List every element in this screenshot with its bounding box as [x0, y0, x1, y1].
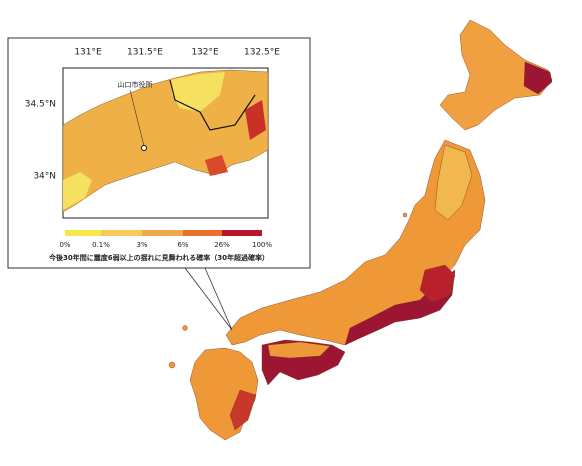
island	[182, 325, 188, 331]
shikoku-north	[267, 341, 331, 359]
lat-label: 34°N	[33, 172, 56, 182]
legend-swatch	[142, 230, 183, 236]
callout-line	[204, 267, 233, 331]
inset: 山口市役所 131°E 131.5°E 132°E 132.5°E 34.5°N…	[7, 37, 311, 269]
lon-label: 131°E	[74, 48, 102, 58]
inset-north	[170, 72, 225, 112]
legend-label: 100%	[252, 241, 272, 249]
kyushu-south	[229, 389, 257, 431]
kanto	[419, 264, 456, 303]
legend-swatch	[65, 230, 101, 236]
inset-hotspot	[245, 100, 266, 140]
marker-leader	[129, 89, 145, 147]
hokkaido	[439, 19, 553, 131]
legend-label: 26%	[214, 241, 230, 249]
inset-hotspot	[205, 155, 228, 176]
japan-map	[168, 19, 553, 441]
inset-boundary	[169, 79, 256, 131]
island	[168, 361, 176, 369]
island	[402, 212, 408, 218]
lon-label: 132.5°E	[244, 48, 280, 58]
marker-label: 山口市役所	[118, 80, 153, 89]
lon-label: 131.5°E	[127, 48, 163, 58]
callout-line	[184, 267, 233, 331]
legend-swatch	[101, 230, 142, 236]
hokkaido-east	[523, 61, 553, 95]
lat-label: 34.5°N	[25, 100, 56, 110]
legend: 0% 0.1% 3% 6% 26% 100%	[59, 230, 272, 249]
honshu	[225, 139, 486, 346]
lon-label: 132°E	[191, 48, 219, 58]
legend-label: 6%	[177, 241, 188, 249]
honshu-north	[434, 144, 473, 221]
legend-swatch	[183, 230, 222, 236]
inset-west	[63, 172, 92, 210]
caption: 今後30年間に震度6弱以上の揺れに見舞われる確率（30年超過確率）	[49, 253, 269, 262]
city-marker	[141, 145, 147, 151]
legend-label: 3%	[136, 241, 147, 249]
legend-swatch	[222, 230, 262, 236]
inset-land	[62, 69, 269, 213]
legend-label: 0%	[59, 241, 70, 249]
legend-label: 0.1%	[92, 241, 110, 249]
pacific-coast	[344, 269, 456, 346]
